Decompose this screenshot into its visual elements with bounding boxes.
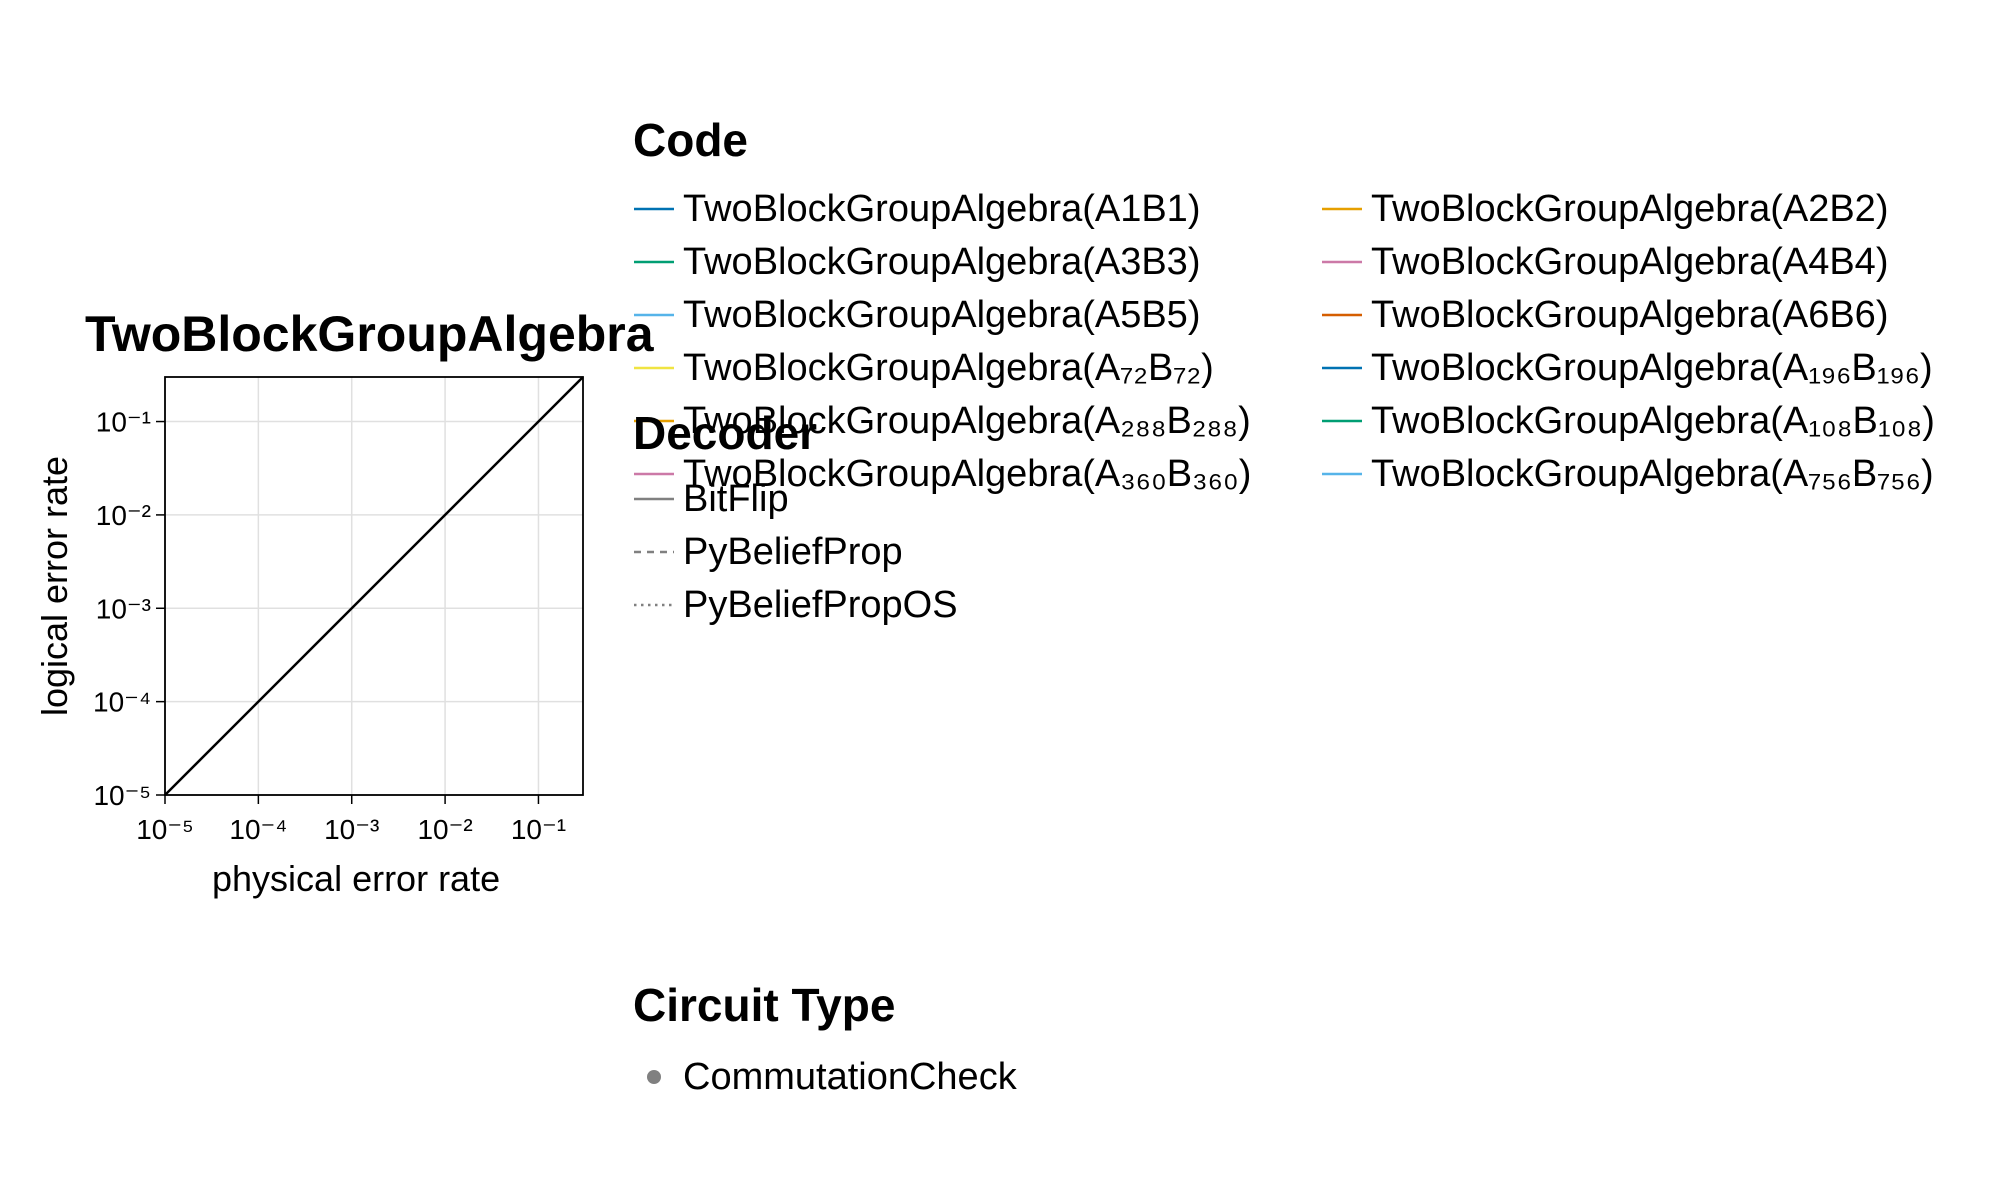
code-legend-label: TwoBlockGroupAlgebra(A4B4): [1371, 241, 1889, 283]
code-legend-swatch: [1322, 207, 1362, 211]
y-tick-label: 10⁻⁴: [93, 687, 151, 718]
code-legend-item: TwoBlockGroupAlgebra(A4B4): [1321, 237, 1888, 287]
y-tick-label: 10⁻²: [96, 500, 151, 531]
x-tick-label: 10⁻⁴: [229, 814, 287, 845]
code-legend-swatch: [634, 313, 674, 317]
reference-line: [164, 376, 584, 796]
code-legend-item: TwoBlockGroupAlgebra(A1B1): [633, 184, 1200, 234]
code-legend-item: TwoBlockGroupAlgebra(A5B5): [633, 290, 1200, 340]
code-legend-swatch: [634, 260, 674, 264]
code-legend-swatch: [1322, 260, 1362, 264]
legend-title-decoder: Decoder: [633, 407, 818, 459]
code-legend-label: TwoBlockGroupAlgebra(A3B3): [683, 241, 1201, 283]
code-legend-label: TwoBlockGroupAlgebra(A₃₆₀B₃₆₀): [683, 453, 1252, 495]
code-legend-item: TwoBlockGroupAlgebra(A3B3): [633, 237, 1200, 287]
code-legend-label: TwoBlockGroupAlgebra(A₁₀₈B₁₀₈): [1371, 400, 1935, 442]
y-tick-label: 10⁻¹: [96, 407, 151, 438]
decoder-legend-label: PyBeliefProp: [683, 531, 903, 573]
x-tick-label: 10⁻⁵: [136, 814, 194, 845]
legend-title-code: Code: [633, 114, 748, 166]
decoder-legend-swatch: [634, 603, 674, 607]
decoder-legend-swatch: [634, 497, 674, 501]
legend-title-circuit-type: Circuit Type: [633, 979, 896, 1031]
code-legend-label: TwoBlockGroupAlgebra(A₇₅₆B₇₅₆): [1371, 453, 1934, 495]
code-legend-swatch: [634, 419, 674, 423]
code-legend-swatch: [634, 207, 674, 211]
code-legend-label: TwoBlockGroupAlgebra(A1B1): [683, 188, 1201, 230]
x-axis-label: physical error rate: [212, 858, 501, 899]
code-legend-item: TwoBlockGroupAlgebra(A₂₈₈B₂₈₈): [633, 396, 1251, 446]
chart-title: TwoBlockGroupAlgebra: [85, 306, 654, 362]
code-legend-item: TwoBlockGroupAlgebra(A6B6): [1321, 290, 1888, 340]
decoder-legend-item: PyBeliefProp: [633, 527, 903, 577]
code-legend-item: TwoBlockGroupAlgebra(A2B2): [1321, 184, 1888, 234]
decoder-legend-label: PyBeliefPropOS: [683, 584, 958, 626]
decoder-legend-item: PyBeliefPropOS: [633, 580, 958, 630]
code-legend-item: TwoBlockGroupAlgebra(A₁₉₆B₁₉₆): [1321, 343, 1933, 393]
code-legend-label: TwoBlockGroupAlgebra(A₁₉₆B₁₉₆): [1371, 347, 1933, 389]
code-legend-swatch: [634, 472, 674, 476]
code-legend-swatch: [1322, 313, 1362, 317]
code-legend-swatch: [1322, 366, 1362, 370]
decoder-legend-label: BitFlip: [683, 478, 789, 520]
code-legend-item: TwoBlockGroupAlgebra(A₇₅₆B₇₅₆): [1321, 449, 1934, 499]
circuit-type-legend-item: CommutationCheck: [633, 1052, 1017, 1102]
y-axis-label: logical error rate: [34, 455, 75, 717]
circuit-type-legend-swatch: [647, 1070, 661, 1084]
code-legend-item: TwoBlockGroupAlgebra(A₇₂B₇₂): [633, 343, 1214, 393]
circuit-type-legend-label: CommutationCheck: [683, 1056, 1017, 1098]
plot-frame: [164, 376, 584, 796]
x-tick-label: 10⁻³: [324, 814, 379, 845]
y-tick-label: 10⁻⁵: [93, 780, 151, 811]
decoder-legend-swatch: [634, 550, 674, 554]
y-tick-label: 10⁻³: [96, 593, 151, 624]
code-legend-item: TwoBlockGroupAlgebra(A₃₆₀B₃₆₀): [633, 449, 1251, 499]
code-legend-label: TwoBlockGroupAlgebra(A₂₈₈B₂₈₈): [683, 400, 1251, 442]
code-legend-label: TwoBlockGroupAlgebra(A₇₂B₇₂): [683, 347, 1214, 389]
code-legend-swatch: [1322, 419, 1362, 423]
code-legend-swatch: [634, 366, 674, 370]
code-legend-label: TwoBlockGroupAlgebra(A6B6): [1371, 294, 1889, 336]
decoder-legend-item: BitFlip: [633, 474, 789, 524]
x-tick-label: 10⁻²: [417, 814, 472, 845]
code-legend-label: TwoBlockGroupAlgebra(A5B5): [683, 294, 1201, 336]
code-legend-swatch: [1322, 472, 1362, 476]
code-legend-label: TwoBlockGroupAlgebra(A2B2): [1371, 188, 1889, 230]
x-tick-label: 10⁻¹: [511, 814, 566, 845]
code-legend-item: TwoBlockGroupAlgebra(A₁₀₈B₁₀₈): [1321, 396, 1935, 446]
